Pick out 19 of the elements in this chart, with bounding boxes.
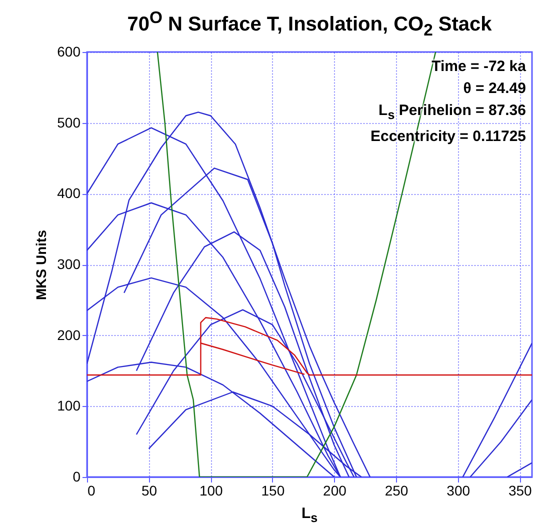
x-tick-label: 350: [508, 482, 532, 498]
y-axis-title: MKS Units: [33, 230, 50, 300]
x-tick-label: 200: [323, 482, 347, 498]
x-tick-label: 50: [142, 482, 158, 498]
x-tick-label: 0: [88, 482, 96, 498]
chart-title: 70$^{O}$ N Surface T, Insolation, CO$_{2}$ Stack: [126, 8, 493, 41]
x-tick-label: 300: [446, 482, 470, 498]
x-tick-label: 100: [199, 482, 224, 498]
x-tick-label: 150: [261, 482, 285, 498]
x-axis-title: L$_{s}$: [300, 505, 319, 525]
y-tick-label: 200: [57, 326, 81, 343]
y-tick-label: 600: [57, 44, 81, 60]
y-tick-label: 400: [57, 185, 81, 202]
y-tick-label: 300: [57, 256, 81, 272]
y-tick-label: 100: [57, 398, 81, 414]
x-tick-label: 250: [384, 482, 408, 498]
y-tick-label: 500: [57, 114, 81, 130]
y-tick-label: 0: [72, 468, 81, 484]
annotation: θ = 24.49: [462, 79, 526, 99]
